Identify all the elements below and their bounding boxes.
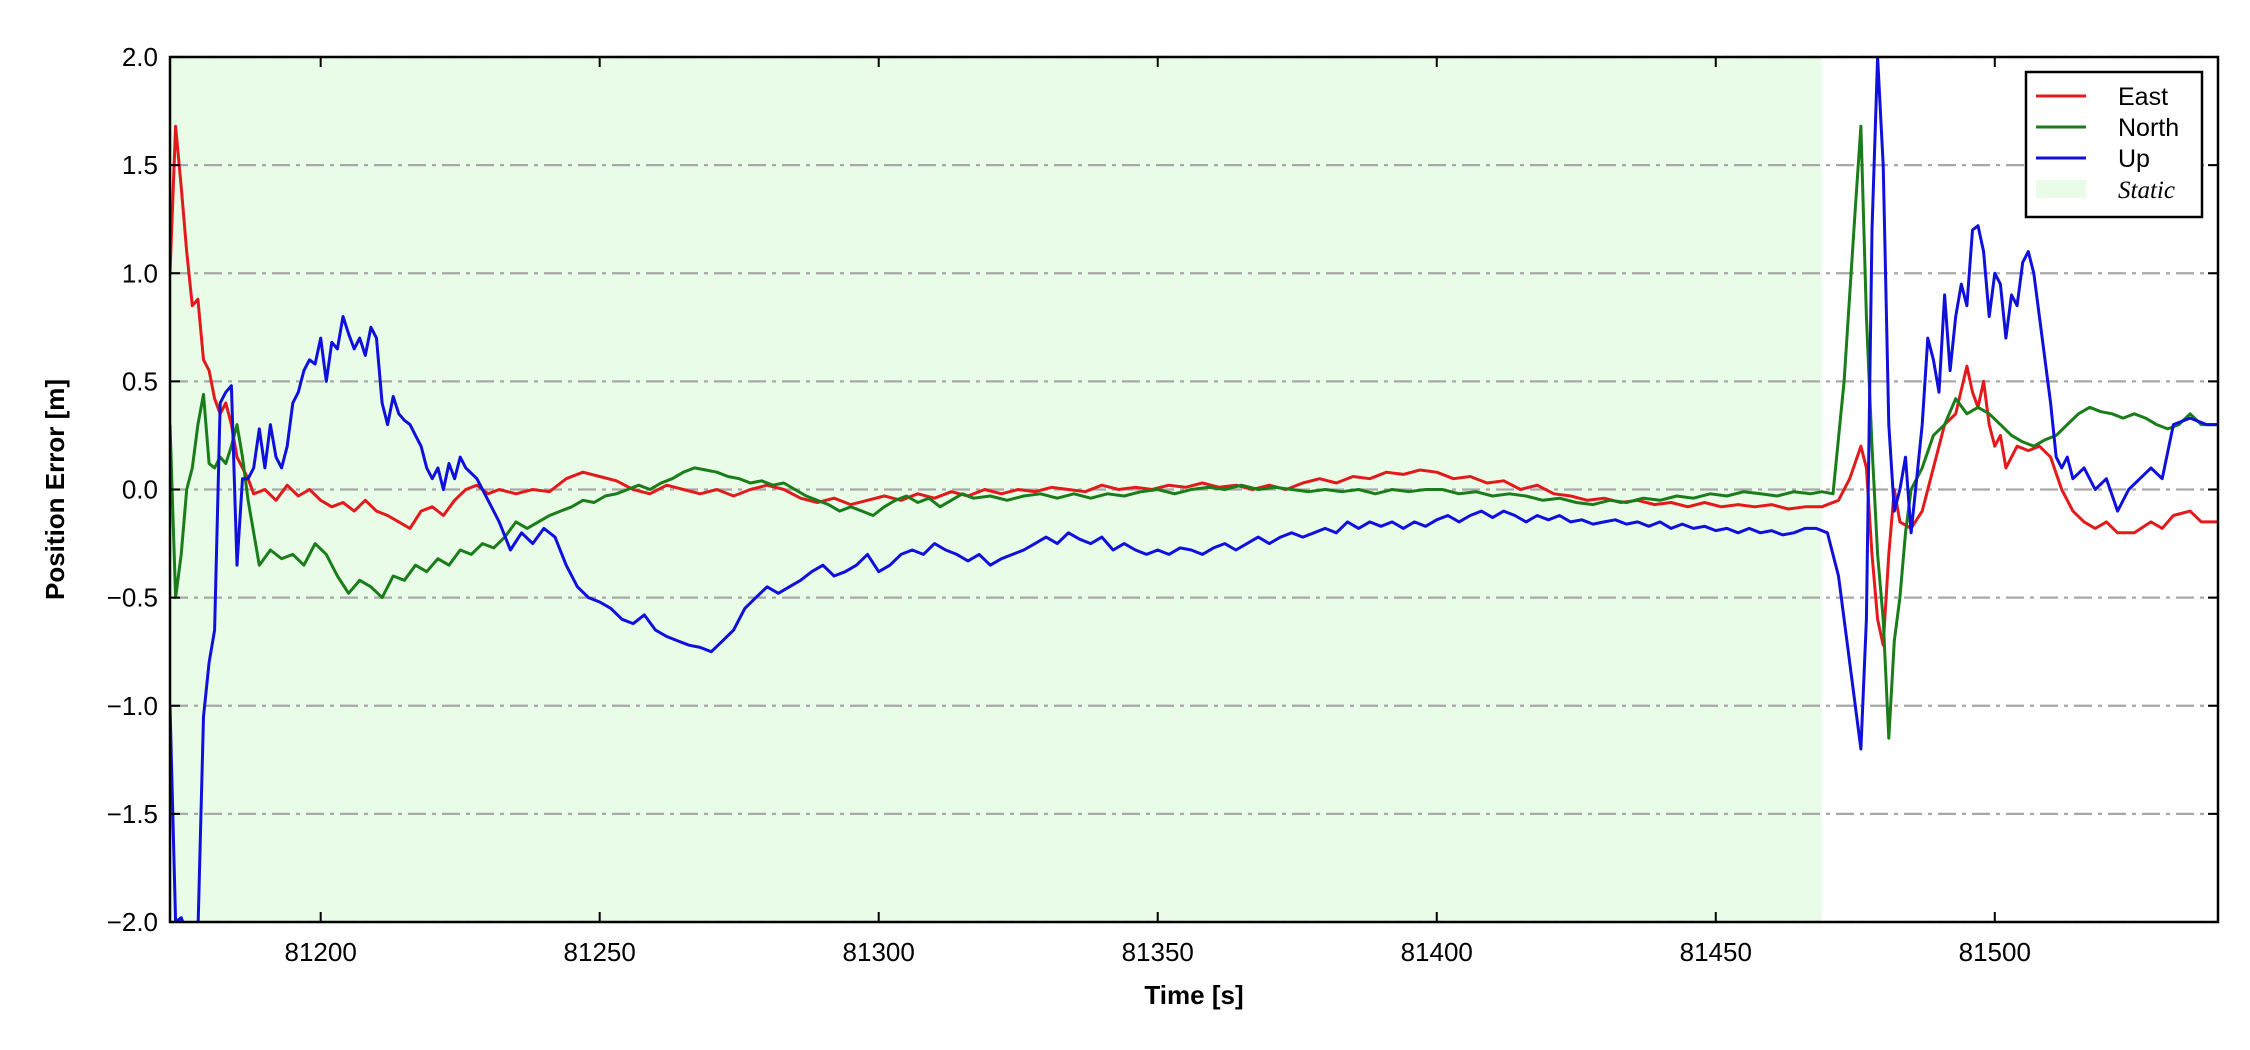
y-tick-label: −2.0: [107, 907, 158, 937]
y-tick-label: 1.5: [122, 150, 158, 180]
y-tick-label: 2.0: [122, 42, 158, 72]
grid-layer: [170, 55, 2218, 924]
y-tick-label: 0.0: [122, 475, 158, 505]
x-tick-label: 81400: [1401, 937, 1473, 967]
legend-swatch-static: [2036, 180, 2086, 198]
series-line-up: [170, 57, 2218, 922]
y-tick-label: 0.5: [122, 366, 158, 396]
y-axis-title: Position Error [m]: [40, 379, 70, 600]
x-tick-label: 81300: [843, 937, 915, 967]
legend-label-up: Up: [2118, 145, 2150, 173]
series-line-north: [170, 124, 2218, 740]
legend: East North Up Static: [2024, 70, 2204, 219]
x-axis-title: Time [s]: [1144, 980, 1243, 1010]
x-tick-label: 81450: [1680, 937, 1752, 967]
y-tick-label: −1.5: [107, 799, 158, 829]
series-layer: [170, 57, 2218, 922]
tick-layer: 81200 81250 81300 81350 81400 81450 81500 2.0 1.…: [107, 42, 2218, 967]
legend-label-north: North: [2118, 114, 2179, 142]
x-tick-label: 81350: [1122, 937, 1194, 967]
x-tick-label: 81200: [285, 937, 357, 967]
legend-label-east: East: [2118, 83, 2168, 111]
x-tick-label: 81500: [1959, 937, 2031, 967]
x-tick-label: 81250: [564, 937, 636, 967]
legend-label-static: Static: [2118, 177, 2175, 204]
y-tick-label: −1.0: [107, 691, 158, 721]
y-tick-label: −0.5: [107, 583, 158, 613]
y-tick-label: 1.0: [122, 258, 158, 288]
